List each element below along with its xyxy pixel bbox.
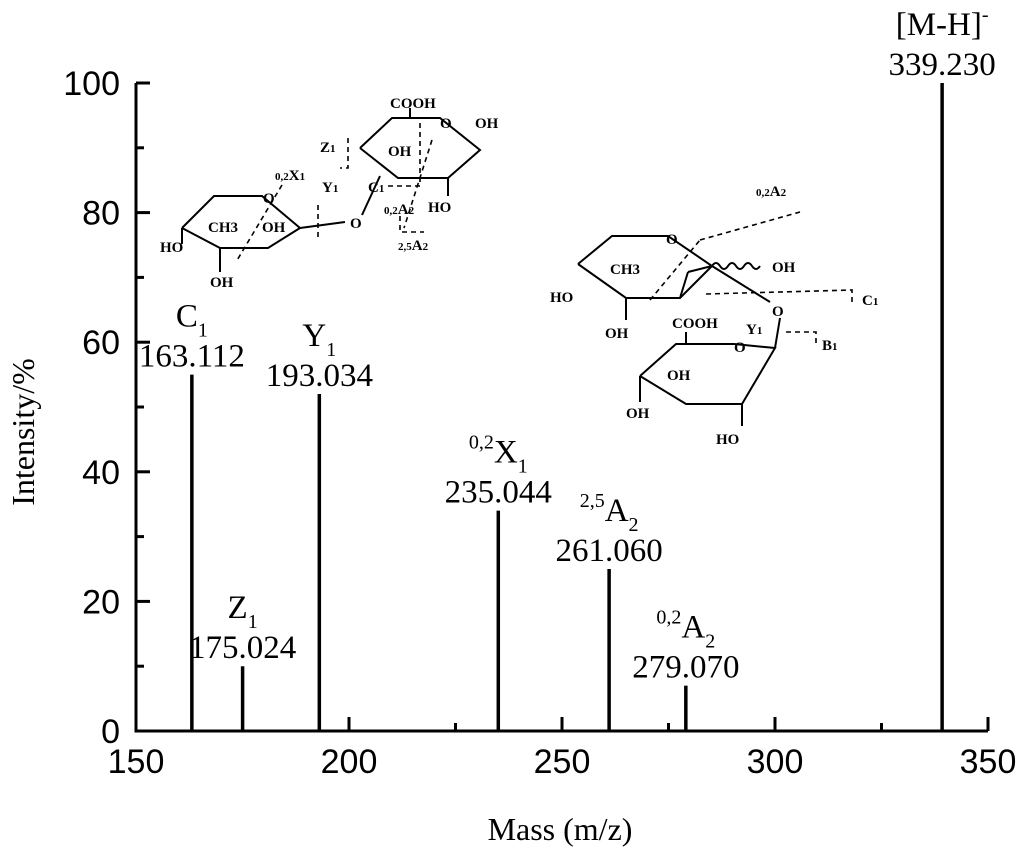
- peak-ion-label: Y1: [302, 318, 336, 361]
- svg-text:OH: OH: [667, 368, 691, 384]
- svg-text:C1: C1: [862, 293, 878, 309]
- peak-value-label: 339.230: [888, 47, 995, 83]
- svg-text:2,5A2: 2,5A2: [398, 238, 429, 254]
- y-tick-label: 0: [101, 713, 120, 751]
- svg-text:C1: C1: [368, 180, 384, 196]
- peak-value-label: 279.070: [632, 650, 739, 686]
- peak-labels: 163.112C1175.024Z1193.034Y1235.0440,2X12…: [139, 4, 996, 686]
- svg-text:OH: OH: [388, 144, 412, 160]
- svg-text:Y1: Y1: [746, 322, 762, 338]
- svg-text:O: O: [440, 116, 452, 132]
- svg-text:O: O: [772, 304, 784, 320]
- svg-text:Z1: Z1: [320, 140, 336, 156]
- svg-text:0,2A2: 0,2A2: [756, 184, 787, 200]
- svg-text:HO: HO: [716, 432, 739, 448]
- y-tick-label: 100: [63, 65, 120, 103]
- x-tick-label: 250: [534, 743, 591, 781]
- svg-text:OH: OH: [210, 275, 234, 291]
- peak-value-label: 163.112: [139, 339, 245, 375]
- svg-text:Y1: Y1: [322, 180, 338, 196]
- svg-text:O: O: [734, 340, 746, 356]
- svg-text:COOH: COOH: [390, 96, 436, 112]
- peak-value-label: 235.044: [445, 475, 552, 511]
- svg-text:HO: HO: [428, 200, 451, 216]
- x-tick-label: 200: [321, 743, 378, 781]
- svg-text:B1: B1: [822, 338, 838, 354]
- peak-ion-label: C1: [176, 299, 208, 342]
- y-tick-label: 20: [82, 583, 120, 621]
- x-tick-label: 150: [108, 743, 165, 781]
- svg-text:HO: HO: [550, 290, 573, 306]
- right-ring-a: [577, 235, 714, 299]
- svg-text:O: O: [666, 232, 678, 248]
- peak-value-label: 261.060: [555, 533, 662, 569]
- peak-ion-label: Z1: [228, 590, 258, 633]
- svg-text:COOH: COOH: [672, 316, 718, 332]
- y-tick-label: 40: [82, 454, 120, 492]
- peak-ion-label: 2,5A2: [580, 490, 639, 536]
- right-ring-b: [639, 343, 777, 405]
- svg-text:OH: OH: [262, 220, 286, 236]
- svg-text:OH: OH: [626, 406, 650, 422]
- svg-text:HO: HO: [160, 240, 183, 256]
- peak-ion-label: [M-H]-: [896, 4, 989, 43]
- x-tick-label: 300: [747, 743, 804, 781]
- svg-text:OH: OH: [772, 260, 796, 276]
- right-structure-diagram: O CH3 HO OH OH O COOH O OH OH HO 0,2A2 C…: [550, 184, 878, 448]
- peaks: [190, 83, 944, 731]
- left-ring-b: [359, 117, 482, 179]
- left-structure-diagram: O CH3 OH HO OH O COOH O OH OH HO 0,2X1 Y…: [160, 96, 499, 291]
- svg-text:CH3: CH3: [610, 262, 640, 278]
- svg-text:O: O: [350, 216, 362, 232]
- svg-text:OH: OH: [475, 116, 499, 132]
- y-tick-label: 80: [82, 195, 120, 233]
- peak-value-label: 175.024: [189, 630, 296, 666]
- x-axis-title: Mass (m/z): [488, 811, 633, 847]
- peak-ion-label: 0,2X1: [469, 432, 528, 478]
- svg-text:0,2A2: 0,2A2: [384, 202, 415, 218]
- peak-ion-label: 0,2A2: [656, 607, 715, 653]
- axes: 150 200 250 300 350 0 20 40 60 80 100: [63, 65, 1016, 781]
- svg-text:CH3: CH3: [208, 220, 238, 236]
- svg-text:OH: OH: [605, 326, 629, 342]
- svg-text:0,2X1: 0,2X1: [275, 168, 305, 184]
- y-axis-title: Intensity/%: [5, 358, 41, 506]
- peak-value-label: 193.034: [266, 358, 373, 394]
- y-tick-label: 60: [82, 324, 120, 362]
- svg-text:O: O: [263, 191, 275, 207]
- x-tick-label: 350: [960, 743, 1017, 781]
